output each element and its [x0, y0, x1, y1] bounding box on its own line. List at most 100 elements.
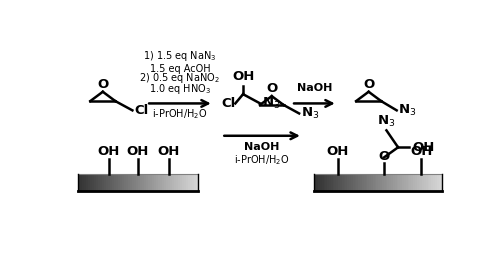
Bar	[400, 174, 402, 191]
Text: O: O	[97, 78, 108, 91]
Bar	[108, 174, 110, 191]
Bar	[376, 174, 378, 191]
Bar	[396, 174, 399, 191]
Bar	[84, 174, 86, 191]
Bar	[362, 174, 364, 191]
Bar	[430, 174, 432, 191]
Bar	[314, 174, 316, 191]
Bar	[373, 174, 375, 191]
Bar	[346, 174, 348, 191]
Text: 1.5 eq AcOH: 1.5 eq AcOH	[150, 64, 210, 74]
Text: O: O	[363, 78, 374, 91]
Bar	[433, 174, 436, 191]
Bar	[413, 174, 415, 191]
Text: N$_3$: N$_3$	[262, 96, 280, 111]
Bar	[114, 174, 116, 191]
Bar	[98, 174, 100, 191]
Bar	[176, 174, 178, 191]
Bar	[395, 174, 397, 191]
Bar	[180, 174, 182, 191]
Bar	[112, 174, 114, 191]
Bar	[388, 174, 390, 191]
Bar	[406, 174, 408, 191]
Bar	[136, 174, 138, 191]
Bar	[342, 174, 344, 191]
Bar	[130, 174, 132, 191]
Text: NaOH: NaOH	[296, 83, 332, 93]
Bar	[348, 174, 350, 191]
Bar	[322, 174, 324, 191]
Bar	[142, 174, 144, 191]
Bar	[124, 174, 126, 191]
Bar	[374, 174, 377, 191]
Bar	[150, 174, 152, 191]
Bar	[138, 174, 140, 191]
Bar	[402, 174, 404, 191]
Bar	[182, 174, 184, 191]
Bar	[398, 174, 400, 191]
Text: OH: OH	[410, 145, 432, 158]
Bar	[334, 174, 336, 191]
Bar	[164, 174, 166, 191]
Bar	[382, 174, 384, 191]
Bar	[128, 174, 130, 191]
Text: OH: OH	[412, 141, 434, 154]
Bar	[118, 174, 120, 191]
Bar	[366, 174, 368, 191]
Bar	[172, 174, 174, 191]
Bar	[360, 174, 362, 191]
Bar	[440, 174, 442, 191]
Bar	[386, 174, 388, 191]
Bar	[144, 174, 146, 191]
Text: N$_3$: N$_3$	[398, 103, 416, 118]
Bar	[324, 174, 326, 191]
Bar	[390, 174, 392, 191]
Bar	[352, 174, 355, 191]
Text: N$_3$: N$_3$	[300, 106, 319, 121]
Bar	[438, 174, 441, 191]
Bar	[368, 174, 370, 191]
Bar	[188, 174, 190, 191]
Bar	[126, 174, 128, 191]
Bar	[78, 174, 80, 191]
Bar	[86, 174, 88, 191]
Text: O: O	[378, 150, 390, 163]
Bar	[168, 174, 170, 191]
Bar	[428, 174, 430, 191]
Bar	[92, 174, 94, 191]
Bar	[102, 174, 104, 191]
Bar	[354, 174, 357, 191]
Bar	[88, 174, 90, 191]
Text: OH: OH	[126, 145, 149, 158]
Bar	[134, 174, 136, 191]
Bar	[122, 174, 124, 191]
Text: OH: OH	[158, 145, 180, 158]
Bar	[364, 174, 366, 191]
Bar	[152, 174, 154, 191]
Bar	[82, 174, 84, 191]
Bar	[94, 174, 96, 191]
Bar	[327, 174, 330, 191]
Bar	[432, 174, 434, 191]
Bar	[356, 174, 358, 191]
Text: OH: OH	[98, 145, 120, 158]
Text: O: O	[266, 82, 278, 95]
Bar	[410, 174, 412, 191]
Bar	[408, 174, 410, 191]
Bar	[146, 174, 148, 191]
Bar	[192, 174, 194, 191]
Bar	[174, 174, 176, 191]
Bar	[178, 174, 180, 191]
Bar	[426, 174, 428, 191]
Bar	[404, 174, 406, 191]
Bar	[344, 174, 346, 191]
Bar	[338, 174, 340, 191]
Bar	[148, 174, 150, 191]
Bar	[340, 174, 342, 191]
Bar	[120, 174, 122, 191]
Bar	[96, 174, 98, 191]
Bar	[378, 174, 380, 191]
Text: 1.0 eq HNO$_3$: 1.0 eq HNO$_3$	[149, 82, 211, 96]
Bar	[331, 174, 333, 191]
Bar	[162, 174, 164, 191]
